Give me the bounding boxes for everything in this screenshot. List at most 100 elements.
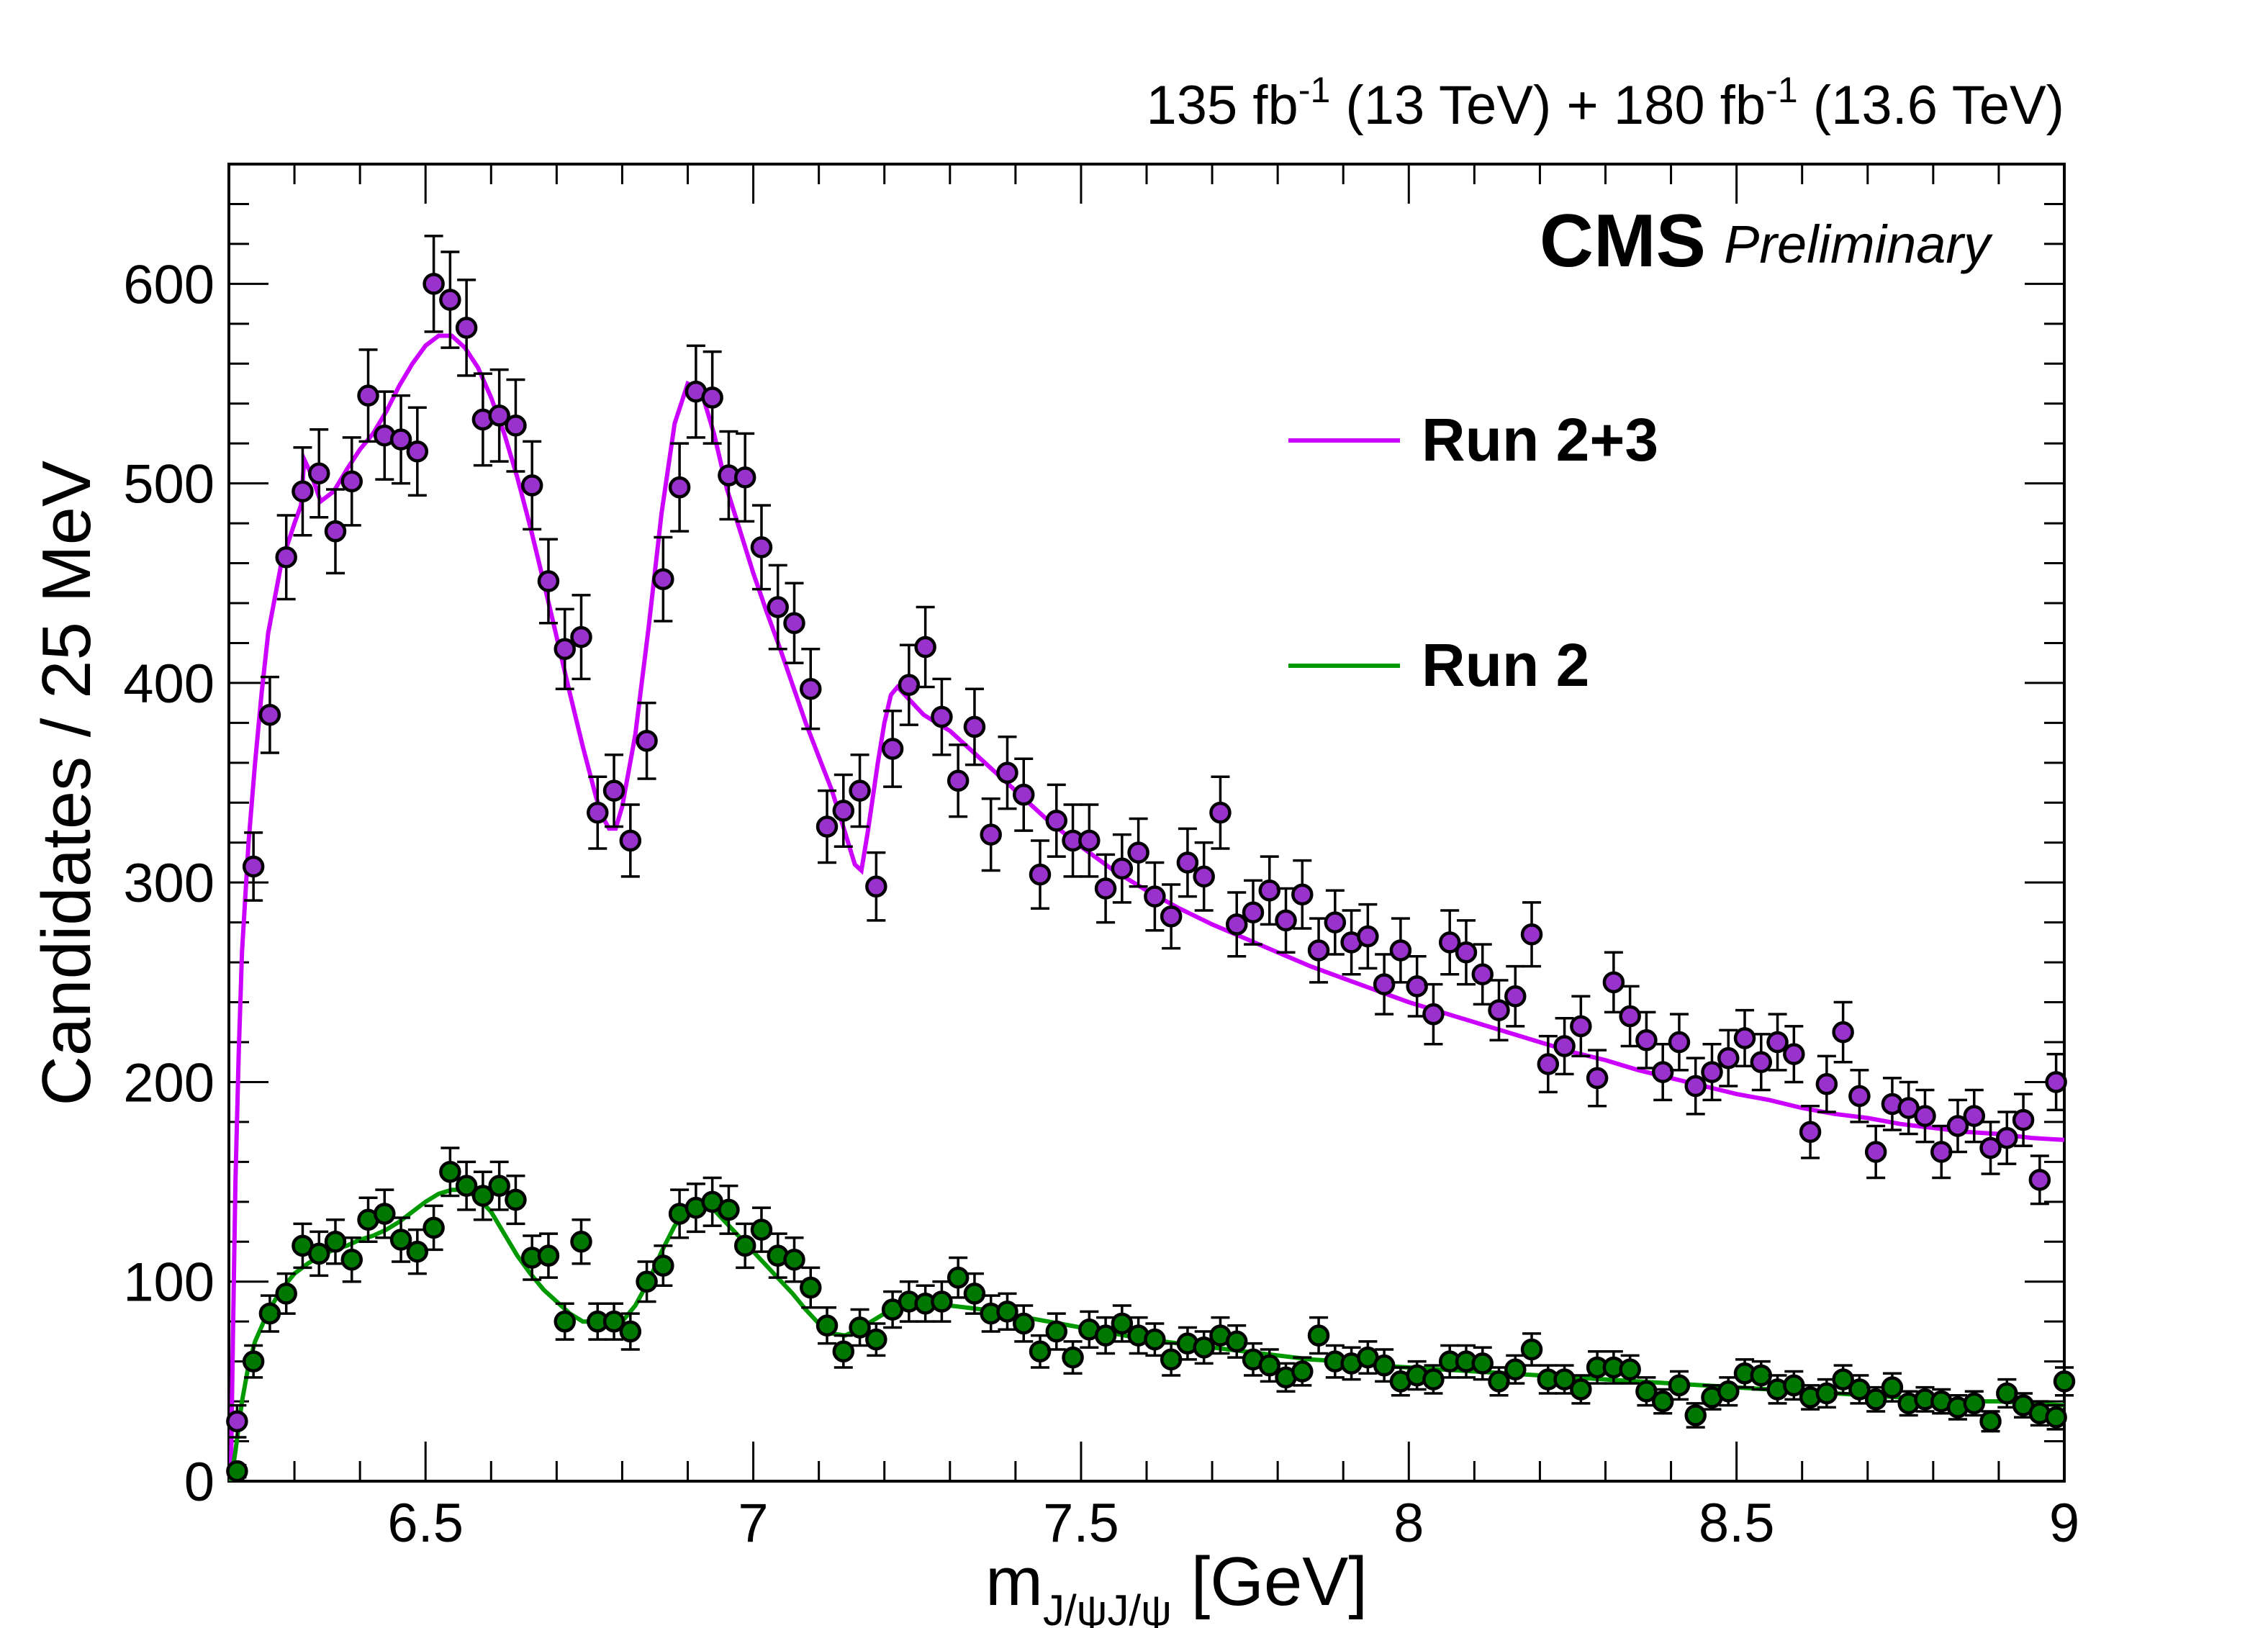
data-point xyxy=(242,855,265,878)
data-point xyxy=(406,1240,429,1263)
data-point xyxy=(1602,971,1625,994)
data-point xyxy=(733,466,756,489)
data-point xyxy=(1193,865,1215,888)
data-point xyxy=(1586,1067,1609,1090)
data-point xyxy=(1438,931,1461,954)
data-point xyxy=(1570,1378,1592,1401)
data-point xyxy=(1111,857,1134,880)
data-point xyxy=(439,1160,461,1183)
data-point xyxy=(455,317,478,339)
data-point xyxy=(1537,1053,1560,1075)
data-point xyxy=(1750,1364,1773,1387)
data-point xyxy=(587,801,609,824)
data-point xyxy=(1094,877,1117,900)
data-point xyxy=(324,520,347,543)
x-tick-label: 8 xyxy=(1393,1493,1424,1554)
data-point xyxy=(1684,1404,1707,1426)
y-tick-label: 0 xyxy=(184,1452,214,1513)
data-point xyxy=(292,480,314,502)
y-tick-labels: 0 100 200 300 400 500 600 xyxy=(123,254,214,1513)
data-point xyxy=(1504,985,1527,1008)
data-point xyxy=(537,570,560,592)
data-point xyxy=(1864,1141,1887,1163)
data-point xyxy=(1979,1136,2002,1159)
data-point xyxy=(1455,941,1478,964)
data-point xyxy=(1881,1376,1904,1398)
data-point xyxy=(1619,1005,1641,1028)
data-point xyxy=(1930,1141,1953,1163)
data-point xyxy=(701,386,723,409)
y-tick-label: 500 xyxy=(123,454,214,515)
data-point xyxy=(357,384,379,407)
data-point xyxy=(455,1175,478,1197)
data-point xyxy=(340,1248,363,1271)
data-point xyxy=(275,1283,297,1305)
data-point xyxy=(1733,1027,1756,1049)
data-point xyxy=(1422,1368,1445,1390)
data-point xyxy=(505,1188,527,1211)
data-point xyxy=(1783,1374,1805,1397)
series-run2-points xyxy=(226,1147,2076,1483)
data-point xyxy=(800,677,822,700)
data-point xyxy=(1553,1368,1576,1390)
data-point xyxy=(1504,1358,1527,1380)
data-point xyxy=(340,470,363,493)
data-point xyxy=(832,1340,855,1363)
data-point xyxy=(1963,1105,1986,1127)
legend-label-run2: Run 2 xyxy=(1422,631,1589,699)
data-point xyxy=(816,815,839,838)
data-point xyxy=(1668,1031,1691,1054)
axis-ticks xyxy=(227,163,2066,1483)
data-point xyxy=(1176,851,1199,874)
data-point xyxy=(505,414,527,437)
data-point xyxy=(554,638,576,661)
data-point xyxy=(1963,1392,1986,1415)
y-tick-label: 100 xyxy=(123,1252,214,1313)
data-point xyxy=(1406,975,1428,998)
data-point xyxy=(733,1234,756,1257)
data-point xyxy=(619,829,642,852)
data-point xyxy=(1111,1312,1134,1335)
data-point xyxy=(1914,1105,1936,1127)
data-point xyxy=(1307,939,1330,962)
data-point xyxy=(816,1314,839,1337)
fit-curve-run2 xyxy=(228,1188,2065,1482)
data-point xyxy=(1570,1015,1592,1038)
data-point xyxy=(374,1203,396,1225)
x-tick-label: 9 xyxy=(2049,1493,2079,1554)
data-point xyxy=(783,612,805,634)
data-point xyxy=(783,1248,805,1271)
data-point xyxy=(898,674,921,696)
data-point xyxy=(1848,1085,1871,1108)
data-point xyxy=(1684,1075,1707,1098)
y-tick-label: 600 xyxy=(123,254,214,315)
data-point xyxy=(750,536,773,559)
data-point xyxy=(1062,1346,1084,1369)
data-point xyxy=(488,404,510,427)
data-point xyxy=(1357,925,1379,948)
data-point xyxy=(554,1310,576,1333)
data-point xyxy=(636,730,658,752)
data-point xyxy=(1651,1390,1674,1413)
data-point xyxy=(570,1231,592,1253)
data-point xyxy=(1701,1061,1723,1083)
x-axis-label: mJ/ψJ/ψ [GeV] xyxy=(985,1543,1368,1628)
data-point xyxy=(652,568,674,590)
data-point xyxy=(1471,1352,1494,1375)
data-point xyxy=(2012,1108,2035,1131)
y-tick-label: 400 xyxy=(123,654,214,715)
data-point xyxy=(619,1320,642,1343)
data-point xyxy=(1832,1021,1854,1044)
y-tick-label: 300 xyxy=(123,853,214,914)
data-point xyxy=(1291,883,1314,906)
data-point xyxy=(439,289,461,311)
data-point xyxy=(1127,841,1149,864)
data-point xyxy=(324,1231,347,1253)
x-tick-label: 7 xyxy=(738,1493,768,1554)
data-point xyxy=(1717,1046,1740,1069)
data-point xyxy=(1750,1051,1773,1073)
data-point xyxy=(1209,801,1232,824)
data-point xyxy=(1144,885,1166,908)
data-point xyxy=(1291,1360,1314,1383)
